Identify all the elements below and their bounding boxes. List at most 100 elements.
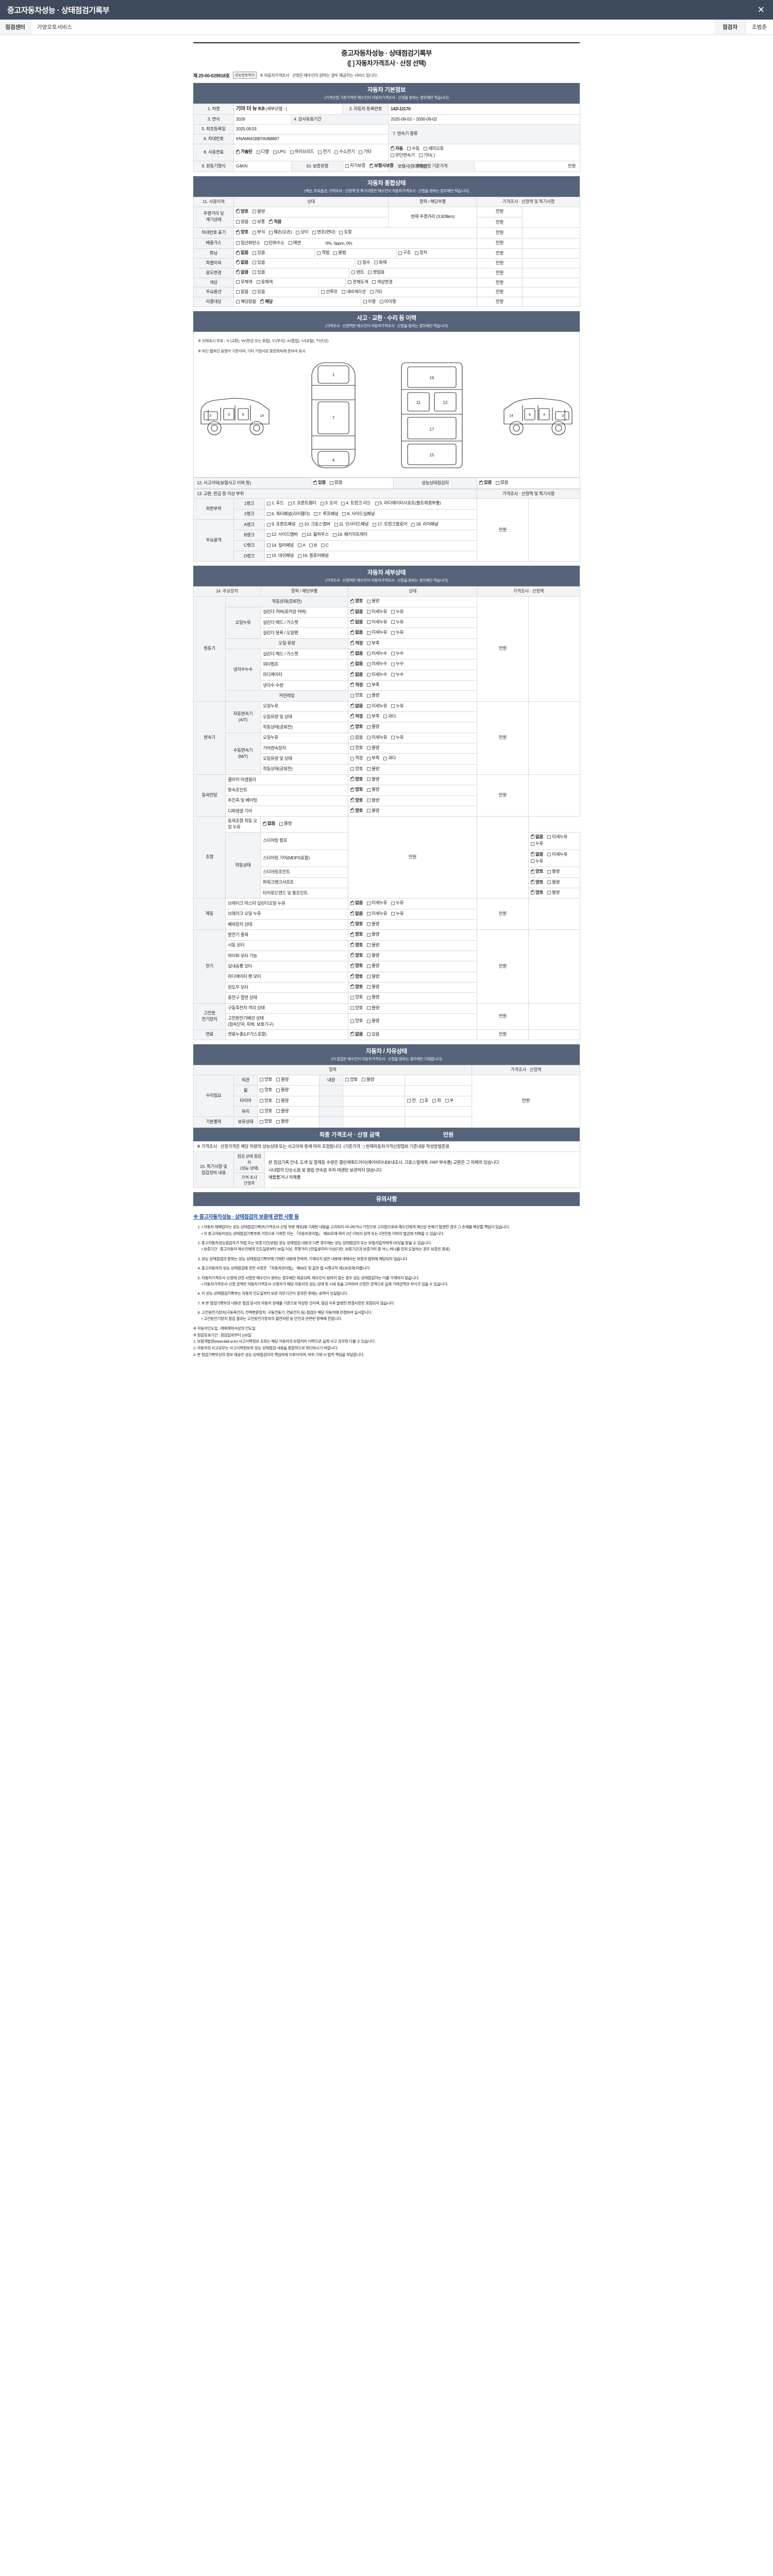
- checkbox-icon[interactable]: [350, 693, 354, 698]
- part-option[interactable]: 7. 루프패널: [313, 511, 339, 517]
- checkbox-icon[interactable]: [256, 150, 260, 154]
- checkbox-icon[interactable]: [260, 1109, 263, 1113]
- checkbox-icon[interactable]: [269, 230, 273, 234]
- condition-option[interactable]: 불량: [367, 692, 379, 699]
- checkbox-icon[interactable]: [367, 954, 371, 958]
- checkbox-icon[interactable]: [547, 870, 551, 874]
- state-option[interactable]: 상이: [296, 229, 309, 235]
- state-option[interactable]: 양호: [236, 229, 248, 235]
- condition-option[interactable]: 누유: [391, 900, 404, 906]
- condition-option[interactable]: 양호: [350, 973, 363, 980]
- status-option[interactable]: 양호: [260, 1118, 272, 1125]
- checkbox-icon[interactable]: [253, 270, 257, 275]
- checkbox-icon[interactable]: [367, 798, 371, 802]
- checkbox-icon[interactable]: [341, 290, 345, 294]
- condition-option[interactable]: 양호: [350, 807, 363, 814]
- checkbox-icon[interactable]: [350, 661, 354, 666]
- checkbox-icon[interactable]: [236, 259, 240, 265]
- condition-option[interactable]: 불량: [367, 598, 379, 604]
- checkbox-icon[interactable]: [350, 787, 354, 792]
- part-option[interactable]: 11. 인사이드패널: [334, 521, 369, 528]
- checkbox-icon[interactable]: [379, 300, 383, 304]
- checkbox-icon[interactable]: [299, 522, 304, 527]
- condition-option[interactable]: 양호: [531, 869, 543, 875]
- checkbox-icon[interactable]: [350, 608, 354, 614]
- state-option[interactable]: 불량: [253, 209, 265, 215]
- checkbox-icon[interactable]: [288, 501, 292, 505]
- checkbox-icon[interactable]: [321, 544, 325, 548]
- status-option[interactable]: 불량: [276, 1118, 289, 1125]
- checkbox-icon[interactable]: [367, 777, 371, 782]
- condition-option[interactable]: 미세누유: [547, 834, 567, 840]
- condition-option[interactable]: 불량: [547, 879, 560, 886]
- checkbox-icon[interactable]: [367, 943, 371, 947]
- checkbox-icon[interactable]: [350, 797, 354, 802]
- checkbox-icon[interactable]: [236, 229, 240, 234]
- checkbox-icon[interactable]: [391, 620, 395, 624]
- checkbox-icon[interactable]: [367, 746, 371, 750]
- condition-option[interactable]: 양호: [350, 931, 363, 938]
- condition-option[interactable]: 불량: [367, 1005, 379, 1011]
- part-option[interactable]: 18. 리어패널: [411, 521, 439, 528]
- checkbox-icon[interactable]: [276, 1078, 280, 1082]
- checkbox-icon[interactable]: [253, 251, 257, 255]
- checkbox-icon[interactable]: [374, 261, 378, 265]
- state-option[interactable]: 없음: [236, 289, 248, 295]
- checkbox-icon[interactable]: [350, 650, 354, 656]
- checkbox-icon[interactable]: [411, 522, 415, 527]
- checkbox-icon[interactable]: [345, 164, 349, 168]
- state-option[interactable]: 도말: [339, 229, 352, 235]
- state-option[interactable]: 적음: [269, 218, 281, 225]
- checkbox-icon[interactable]: [391, 631, 395, 635]
- checkbox-icon[interactable]: [383, 715, 388, 719]
- fuel-option[interactable]: 디젤: [256, 149, 269, 155]
- status-option[interactable]: 불량: [276, 1087, 289, 1093]
- checkbox-icon[interactable]: [350, 807, 354, 813]
- checkbox-icon[interactable]: [367, 1019, 371, 1023]
- condition-option[interactable]: 불량: [367, 745, 379, 751]
- condition-option[interactable]: 없음: [350, 1031, 363, 1038]
- checkbox-icon[interactable]: [348, 280, 352, 284]
- checkbox-icon[interactable]: [260, 1120, 263, 1124]
- checkbox-icon[interactable]: [317, 251, 321, 255]
- checkbox-icon[interactable]: [288, 241, 292, 245]
- checkbox-icon[interactable]: [267, 533, 271, 537]
- condition-option[interactable]: 없음: [350, 671, 363, 678]
- checkbox-icon[interactable]: [267, 501, 271, 505]
- part-option[interactable]: 19. 패키지트레이: [332, 532, 367, 538]
- checkbox-icon[interactable]: [367, 652, 371, 656]
- accident-info-option[interactable]: 없음: [496, 480, 508, 486]
- checkbox-icon[interactable]: [313, 512, 317, 516]
- state-option[interactable]: 색상변경: [372, 279, 393, 285]
- condition-option[interactable]: 양호: [350, 724, 363, 730]
- state-option[interactable]: 있음: [253, 269, 265, 276]
- condition-option[interactable]: 불량: [367, 787, 379, 793]
- condition-option[interactable]: 양호: [350, 921, 363, 927]
- status-option[interactable]: 양호: [260, 1077, 272, 1083]
- condition-option[interactable]: 양호: [350, 692, 363, 699]
- part-option[interactable]: 16. 플로어패널: [298, 553, 329, 559]
- condition-option[interactable]: 없음: [350, 619, 363, 625]
- condition-option[interactable]: 누유: [391, 609, 404, 615]
- checkbox-icon[interactable]: [236, 300, 240, 304]
- checkbox-icon[interactable]: [479, 480, 483, 485]
- state-option[interactable]: 영업용: [368, 269, 384, 276]
- condition-option[interactable]: 누유: [531, 858, 543, 865]
- condition-option[interactable]: 미세누유: [367, 911, 387, 917]
- wheel-position-option[interactable]: 전: [407, 1098, 416, 1104]
- part-option[interactable]: B: [309, 543, 317, 549]
- condition-option[interactable]: 양호: [350, 994, 363, 1001]
- condition-option[interactable]: 불량: [367, 766, 379, 772]
- condition-option[interactable]: 누수: [391, 661, 404, 667]
- fuel-option[interactable]: 수소전기: [334, 149, 355, 155]
- transmission-option[interactable]: 수동: [407, 146, 419, 152]
- state-option[interactable]: 있음: [253, 260, 265, 266]
- part-option[interactable]: 17. 트렁크플로어: [373, 521, 408, 528]
- condition-option[interactable]: 미세누수: [367, 651, 387, 657]
- checkbox-icon[interactable]: [332, 533, 337, 537]
- checkbox-icon[interactable]: [391, 704, 395, 708]
- checkbox-icon[interactable]: [367, 974, 371, 978]
- checkbox-icon[interactable]: [350, 640, 354, 646]
- condition-option[interactable]: 양호: [531, 879, 543, 886]
- condition-option[interactable]: 적정: [350, 713, 363, 720]
